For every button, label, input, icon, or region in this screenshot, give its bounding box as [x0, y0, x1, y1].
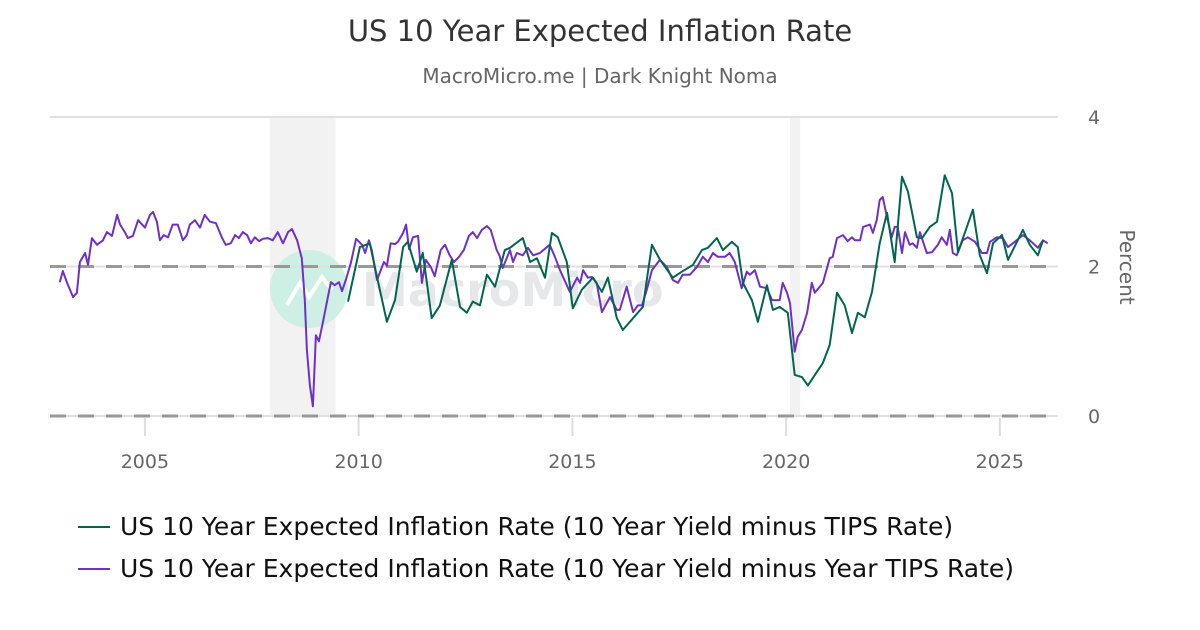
y-tick-label: 4 — [1088, 107, 1100, 129]
y-tick-label: 2 — [1088, 257, 1100, 279]
legend-item-series-2[interactable]: US 10 Year Expected Inflation Rate (10 Y… — [78, 554, 1014, 583]
x-tick-label: 2005 — [121, 451, 169, 473]
watermark-logo: MacroMicro — [270, 250, 663, 328]
y-tick-label: 0 — [1088, 406, 1100, 428]
x-tick-label: 2020 — [762, 451, 810, 473]
x-tick-label: 2010 — [334, 451, 382, 473]
x-tick-label: 2015 — [548, 451, 596, 473]
legend-label: US 10 Year Expected Inflation Rate (10 Y… — [120, 554, 1015, 583]
x-tick-label: 2025 — [976, 451, 1024, 473]
legend-label: US 10 Year Expected Inflation Rate (10 Y… — [120, 512, 954, 541]
legend-swatch — [78, 567, 110, 570]
legend-item-series-1[interactable]: US 10 Year Expected Inflation Rate (10 Y… — [78, 512, 953, 541]
watermark-chart-icon — [285, 273, 334, 307]
chart-title: US 10 Year Expected Inflation Rate — [347, 14, 853, 48]
legend-swatch — [78, 525, 110, 528]
series-line-1 — [347, 174, 1044, 387]
series-line-2 — [58, 196, 1049, 408]
watermark-circle-icon — [270, 250, 348, 328]
watermark-text: MacroMicro — [362, 263, 663, 317]
chart-subtitle: MacroMicro.me | Dark Knight Noma — [422, 64, 778, 88]
y-axis-label: Percent — [1115, 229, 1139, 304]
